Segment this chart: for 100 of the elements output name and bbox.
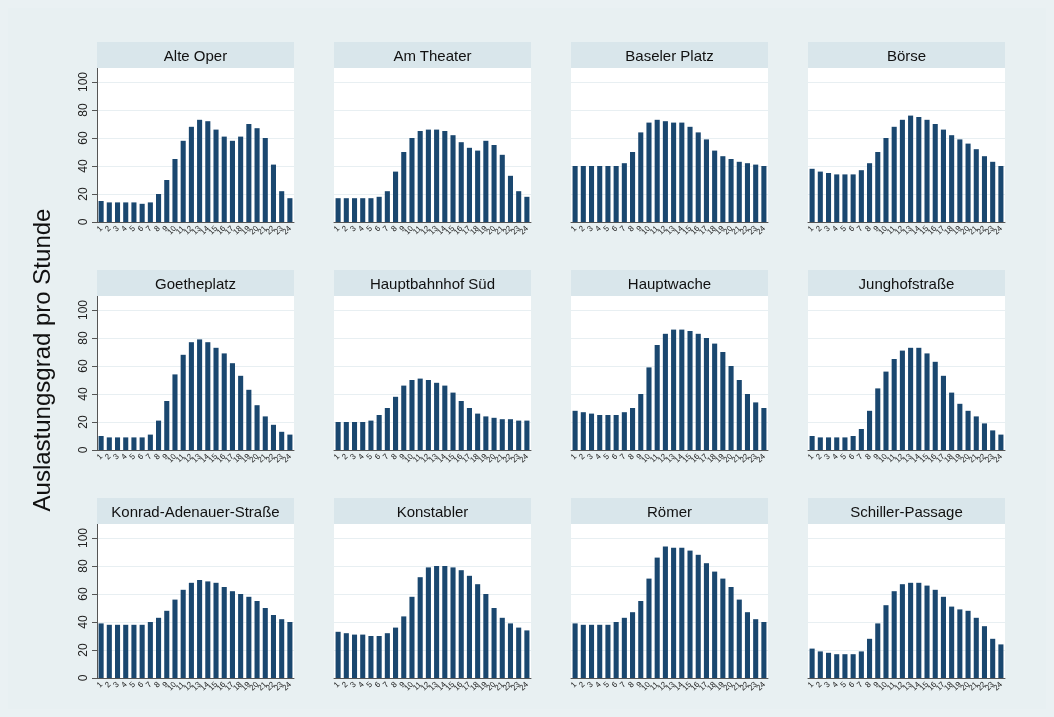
x-tick-label: 1 bbox=[805, 451, 816, 462]
bar bbox=[401, 385, 407, 450]
bar bbox=[695, 554, 701, 678]
bar bbox=[638, 394, 644, 450]
bar bbox=[164, 610, 170, 678]
bar bbox=[205, 342, 211, 450]
bar bbox=[949, 606, 955, 678]
bar bbox=[940, 129, 946, 222]
bar bbox=[998, 644, 1004, 678]
bar bbox=[360, 634, 366, 678]
x-tick-label: 3 bbox=[822, 679, 833, 690]
bar bbox=[736, 380, 742, 450]
bar bbox=[883, 371, 889, 450]
bar bbox=[491, 608, 497, 678]
x-tick-label: 7 bbox=[144, 223, 154, 234]
bar bbox=[687, 126, 693, 222]
x-tick-label: 7 bbox=[144, 679, 154, 690]
bar bbox=[654, 345, 660, 450]
bar bbox=[720, 578, 726, 678]
bar bbox=[384, 408, 390, 450]
x-tick-label: 4 bbox=[593, 679, 604, 690]
x-tick-label: 2 bbox=[813, 679, 824, 690]
bar bbox=[998, 166, 1004, 222]
y-tick-label: 80 bbox=[76, 559, 90, 573]
bar bbox=[761, 166, 767, 222]
y-tick-label: 60 bbox=[76, 587, 90, 601]
x-tick-label: 5 bbox=[838, 679, 849, 690]
y-tick-label: 40 bbox=[76, 387, 90, 401]
bar bbox=[524, 196, 530, 222]
bar bbox=[834, 437, 840, 450]
bar bbox=[442, 385, 448, 450]
x-tick-label: 1 bbox=[805, 223, 816, 234]
x-tick-label: 4 bbox=[830, 223, 841, 234]
bar bbox=[384, 633, 390, 678]
bar bbox=[172, 374, 178, 450]
bar bbox=[712, 571, 718, 678]
x-tick-label: 5 bbox=[364, 223, 375, 234]
bar bbox=[188, 126, 194, 222]
x-tick-label: 6 bbox=[372, 679, 383, 690]
bar bbox=[679, 122, 685, 222]
bar bbox=[891, 126, 897, 222]
x-tick-label: 7 bbox=[618, 223, 628, 234]
bar bbox=[156, 194, 162, 222]
x-tick-label: 5 bbox=[127, 451, 138, 462]
chart-title: Junghofstraße bbox=[808, 270, 1005, 296]
x-tick-label: 4 bbox=[119, 223, 130, 234]
x-tick-label: 7 bbox=[855, 223, 865, 234]
bar bbox=[949, 135, 955, 222]
bar bbox=[401, 616, 407, 678]
bar bbox=[262, 608, 268, 678]
x-tick-label: 4 bbox=[356, 451, 367, 462]
x-tick-label: 1 bbox=[331, 679, 342, 690]
x-tick-label: 7 bbox=[855, 679, 865, 690]
x-tick-label: 3 bbox=[111, 223, 122, 234]
bar bbox=[335, 422, 341, 450]
x-tick-label: 4 bbox=[593, 451, 604, 462]
bar bbox=[466, 408, 472, 450]
bar bbox=[638, 601, 644, 678]
bar bbox=[139, 624, 145, 678]
bar bbox=[834, 174, 840, 222]
bar bbox=[825, 173, 832, 222]
bar bbox=[703, 139, 709, 222]
bar bbox=[335, 198, 341, 222]
x-tick-label: 2 bbox=[339, 679, 350, 690]
bar bbox=[287, 434, 293, 450]
bar bbox=[899, 584, 905, 678]
bar bbox=[825, 437, 832, 450]
bar bbox=[580, 166, 586, 222]
bar bbox=[442, 566, 448, 678]
bar bbox=[753, 402, 759, 450]
bar bbox=[875, 388, 881, 450]
bar bbox=[491, 145, 497, 222]
bar bbox=[924, 585, 930, 678]
x-tick-label: 3 bbox=[822, 451, 833, 462]
bar bbox=[940, 375, 946, 450]
bar bbox=[572, 410, 578, 450]
bar bbox=[842, 174, 848, 222]
x-tick-label: 1 bbox=[331, 223, 342, 234]
bar bbox=[425, 129, 431, 222]
bar bbox=[605, 166, 611, 222]
bar bbox=[229, 591, 235, 678]
bar bbox=[654, 557, 660, 678]
bar bbox=[114, 437, 121, 450]
x-tick-label: 7 bbox=[381, 679, 391, 690]
bar bbox=[638, 132, 644, 222]
bar bbox=[597, 624, 603, 678]
bar bbox=[197, 580, 203, 678]
x-tick-label: 2 bbox=[576, 451, 587, 462]
bar bbox=[891, 591, 897, 678]
bar bbox=[123, 202, 129, 222]
x-tick-label: 6 bbox=[609, 451, 620, 462]
x-tick-label: 6 bbox=[609, 223, 620, 234]
bar bbox=[630, 408, 636, 450]
bar bbox=[393, 627, 399, 678]
x-tick-label: 8 bbox=[389, 679, 400, 690]
bar bbox=[524, 630, 530, 678]
bar bbox=[164, 401, 170, 450]
bar bbox=[351, 422, 358, 450]
x-tick-label: 5 bbox=[601, 451, 612, 462]
bar bbox=[213, 129, 219, 222]
